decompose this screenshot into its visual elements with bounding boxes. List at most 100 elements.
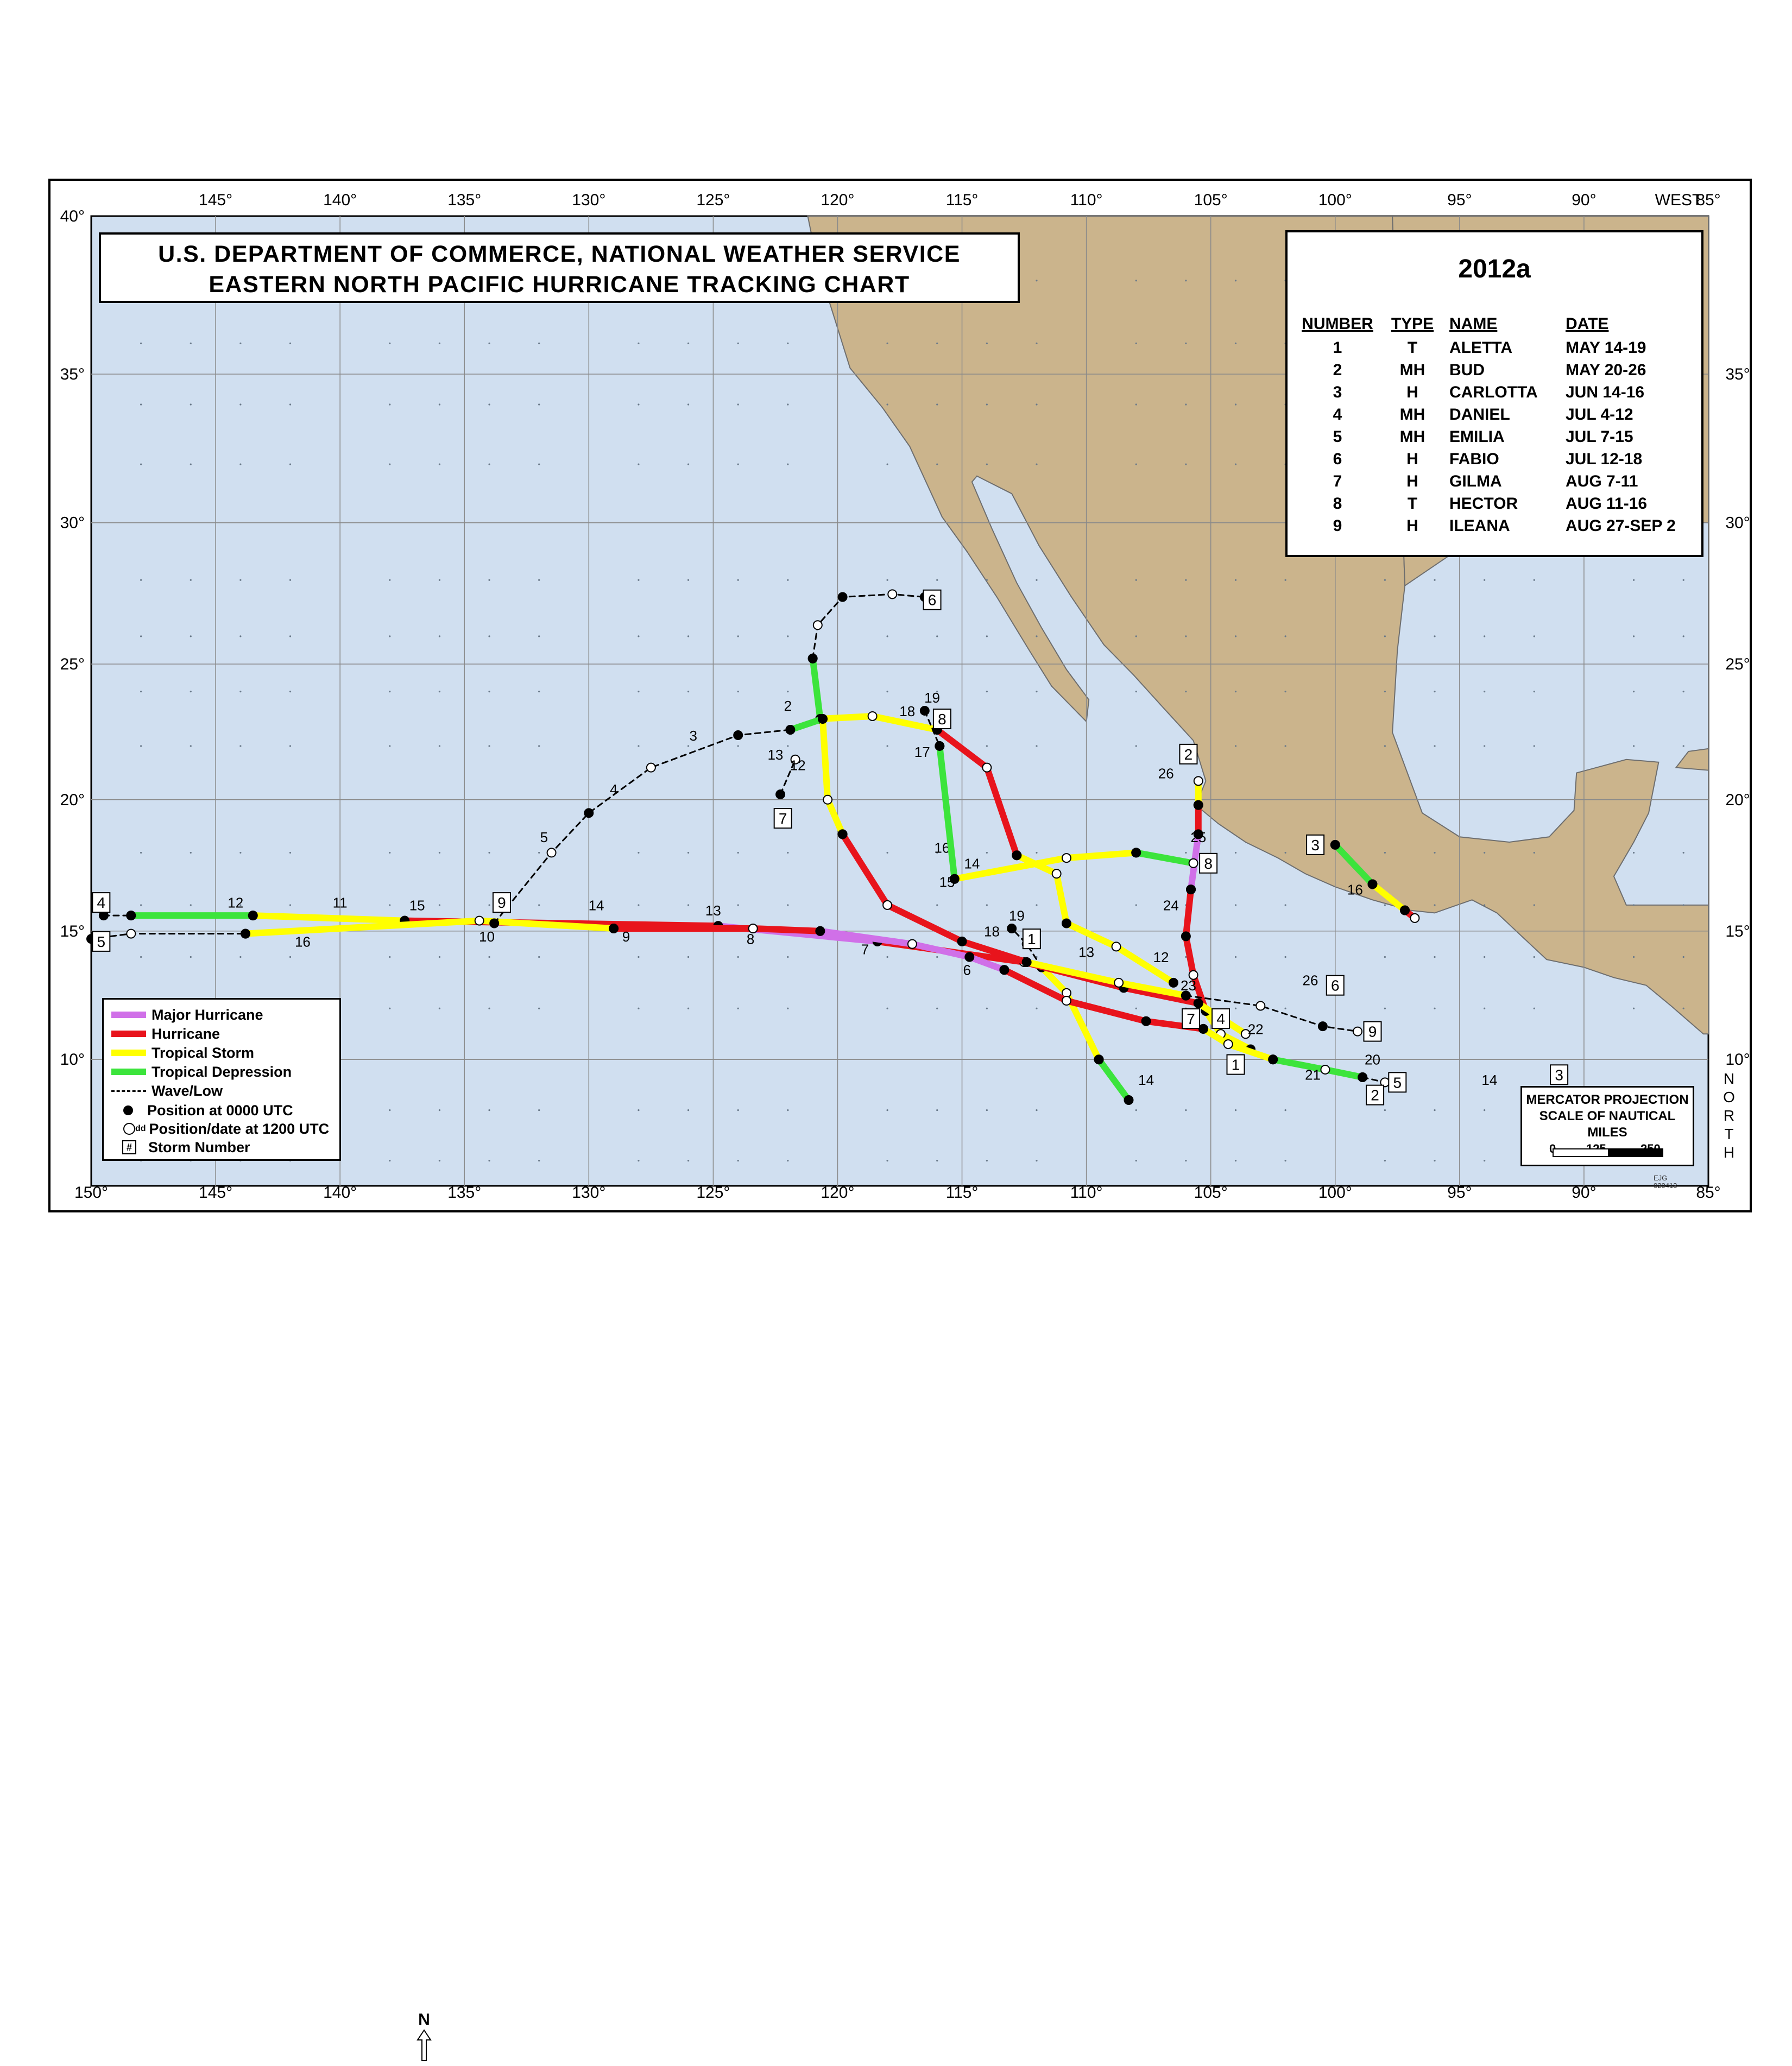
grid-dot xyxy=(787,956,789,958)
lon-bottom-label: 130° xyxy=(572,1184,605,1202)
grid-dot xyxy=(1135,1160,1137,1162)
grid-dot xyxy=(190,691,192,693)
grid-dot xyxy=(1434,691,1436,693)
grid-dot xyxy=(886,1007,888,1009)
track-position-dot xyxy=(1268,1054,1278,1065)
grid-dot xyxy=(140,851,142,854)
storm-marker-box xyxy=(1182,1008,1201,1029)
roster-row: 1 T ALETTA MAY 14-19 xyxy=(1299,337,1683,359)
track-date-label: 13 xyxy=(767,747,783,763)
storm-marker-box xyxy=(1306,834,1325,855)
track-position-dot xyxy=(1223,1039,1233,1050)
grid-dot xyxy=(1434,904,1436,906)
grid-dot xyxy=(289,691,292,693)
roster-name: DANIEL xyxy=(1449,405,1510,424)
lon-top-label: 90° xyxy=(1572,191,1596,209)
track-date-label: 7 xyxy=(861,942,869,958)
grid-dot xyxy=(389,635,391,637)
scale-box: MERCATOR PROJECTION SCALE OF NAUTICAL MI… xyxy=(1520,1086,1694,1166)
grid-dot xyxy=(190,904,192,906)
track-position-dot xyxy=(999,965,1009,975)
grid-dot xyxy=(638,463,640,465)
storm-number-box-icon: # xyxy=(122,1140,136,1154)
grid-dot xyxy=(289,403,292,406)
grid-dot xyxy=(140,635,142,637)
grid-dot xyxy=(1533,635,1535,637)
filled-dot-icon xyxy=(123,1105,133,1115)
legend-label: Wave/Low xyxy=(152,1082,223,1099)
grid-dot xyxy=(986,851,988,854)
grid-dot xyxy=(1185,635,1187,637)
grid-dot xyxy=(190,851,192,854)
scale-bar xyxy=(1553,1148,1663,1157)
grid-dot xyxy=(1135,403,1137,406)
grid-dot xyxy=(190,956,192,958)
roster-type: H xyxy=(1406,450,1418,468)
storm-marker-box xyxy=(492,892,511,913)
legend-label: Position at 0000 UTC xyxy=(147,1102,293,1119)
storm-marker-number: 4 xyxy=(97,894,106,911)
track-date-label: 12 xyxy=(228,895,243,911)
track-position-dot xyxy=(646,762,656,773)
grid-dot xyxy=(538,635,540,637)
side-north-letter: R xyxy=(1723,1107,1735,1124)
grid-dot xyxy=(239,463,242,465)
grid-dot xyxy=(936,1160,938,1162)
track-position-dot xyxy=(882,900,893,910)
track-position-dot xyxy=(1094,1054,1104,1065)
lat-left-label: 35° xyxy=(60,365,85,383)
grid-dot xyxy=(1384,691,1386,693)
roster-type: MH xyxy=(1399,405,1425,424)
track-5-hu xyxy=(1001,966,1207,1032)
track-date-label: 26 xyxy=(1302,972,1318,989)
track-position-dot xyxy=(1198,1023,1208,1034)
grid-dot xyxy=(239,851,242,854)
grid-dot xyxy=(389,1160,391,1162)
roster-type: MH xyxy=(1399,427,1425,446)
track-date-label: 13 xyxy=(1078,944,1094,960)
grid-dot xyxy=(1384,745,1386,747)
grid-dot xyxy=(986,403,988,406)
track-date-label: 22 xyxy=(1248,1021,1264,1037)
axis-labels: 145° 140° 135° 130° 125° 120° 115° 110° 105° 100°… xyxy=(60,191,1750,1202)
grid-dot xyxy=(1484,904,1486,906)
grid-dot xyxy=(1484,579,1486,581)
roster-type: T xyxy=(1407,494,1418,513)
chart-credit: EJG 020413 xyxy=(1654,1174,1677,1190)
grid-dot xyxy=(538,463,540,465)
track-position-dot xyxy=(1061,996,1071,1006)
lon-top-label: 145° xyxy=(199,191,232,209)
grid-dot xyxy=(488,956,490,958)
track-date-label: 9 xyxy=(622,928,630,945)
track-9-low xyxy=(1185,995,1359,1033)
grid-dot xyxy=(1135,1007,1137,1009)
track-position-dot xyxy=(1181,931,1191,942)
storm-marker-box xyxy=(1326,975,1345,996)
grid-dot xyxy=(190,635,192,637)
header-number: NUMBER xyxy=(1302,315,1373,333)
grid-dot xyxy=(1284,691,1286,693)
grid-dot xyxy=(1682,956,1684,958)
grid-dot xyxy=(1234,1109,1237,1111)
storm-marker-box xyxy=(1363,1021,1382,1042)
roster-name: EMILIA xyxy=(1449,427,1505,446)
grid-dot xyxy=(389,691,391,693)
grid-dot xyxy=(239,745,242,747)
roster-name: CARLOTTA xyxy=(1449,383,1538,401)
grid-dot xyxy=(1682,691,1684,693)
grid-dot xyxy=(1234,956,1237,958)
grid-dot xyxy=(1384,579,1386,581)
grid-dot xyxy=(638,956,640,958)
grid-dot xyxy=(737,342,739,344)
grid-dot xyxy=(438,691,441,693)
grid-dot xyxy=(1434,1109,1436,1111)
track-8-low xyxy=(924,710,941,747)
track-date-label: 15 xyxy=(409,898,425,914)
grid-dot xyxy=(1234,579,1237,581)
roster-number: 2 xyxy=(1333,361,1342,379)
roster-date: MAY 20-26 xyxy=(1566,361,1646,379)
grid-dot xyxy=(1036,403,1038,406)
storm-marker-box xyxy=(92,931,111,952)
grid-dot xyxy=(1185,579,1187,581)
